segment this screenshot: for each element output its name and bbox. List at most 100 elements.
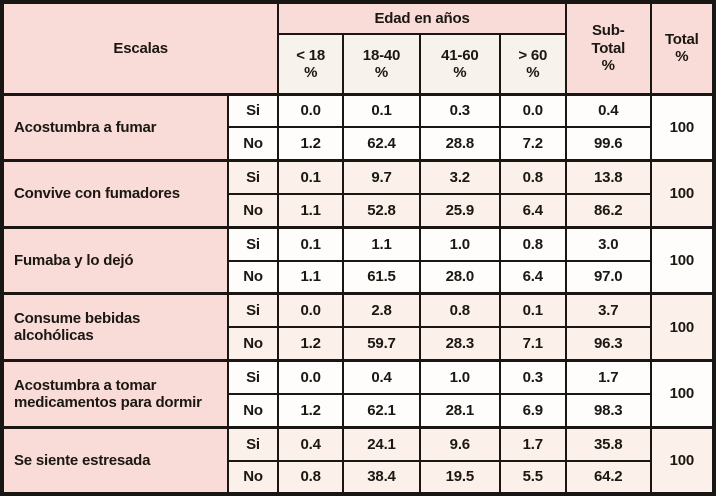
subtotal-cell: 1.7 xyxy=(564,359,652,395)
total-cell: 100 xyxy=(649,292,716,362)
value-cell: 0.1 xyxy=(342,92,421,129)
value-cell: 25.9 xyxy=(418,192,501,229)
total-cell: 100 xyxy=(649,425,716,495)
subtotal-cell: 0.4 xyxy=(564,92,652,129)
scale-label: Consume bebidas alcohólicas xyxy=(1,292,229,362)
no-cell: No xyxy=(226,192,280,229)
subtotal-cell: 3.0 xyxy=(564,225,652,262)
total-cell: 100 xyxy=(649,225,716,295)
value-cell: 5.5 xyxy=(498,459,567,496)
value-cell: 0.1 xyxy=(277,225,345,262)
value-cell: 61.5 xyxy=(342,259,421,295)
header-age-18-40: 18-40 % xyxy=(342,33,421,95)
value-cell: 62.4 xyxy=(342,126,421,162)
value-cell: 28.3 xyxy=(418,326,501,362)
header-total: Total % xyxy=(649,1,716,95)
no-cell: No xyxy=(226,126,280,162)
value-cell: 3.2 xyxy=(418,159,501,195)
value-cell: 6.9 xyxy=(498,392,567,429)
table-row: Consume bebidas alcohólicas Si 0.0 2.8 0… xyxy=(1,292,716,362)
table-row: Acostumbra a tomar medicamentos para dor… xyxy=(1,359,716,429)
subtotal-cell: 35.8 xyxy=(564,425,652,462)
value-cell: 1.1 xyxy=(277,259,345,295)
header-age-under-18: < 18 % xyxy=(277,33,345,95)
scale-label: Acostumbra a tomar medicamentos para dor… xyxy=(1,359,229,429)
value-cell: 0.1 xyxy=(498,292,567,329)
value-cell: 6.4 xyxy=(498,259,567,295)
subtotal-cell: 96.3 xyxy=(564,326,652,362)
table-row: No 1.1 52.8 25.9 6.4 86.2 xyxy=(2,192,714,229)
table-row: No 0.8 38.4 19.5 5.5 64.2 xyxy=(2,459,714,496)
value-cell: 28.0 xyxy=(418,259,501,295)
value-cell: 0.3 xyxy=(498,359,567,395)
scale-label: Se siente estresada xyxy=(1,425,229,495)
value-cell: 1.0 xyxy=(418,359,501,395)
value-cell: 1.2 xyxy=(277,326,345,362)
table-row: No 1.2 62.1 28.1 6.9 98.3 xyxy=(2,392,714,429)
no-cell: No xyxy=(226,326,280,362)
value-cell: 59.7 xyxy=(342,326,421,362)
si-cell: Si xyxy=(226,425,280,462)
value-cell: 62.1 xyxy=(342,392,421,429)
subtotal-cell: 3.7 xyxy=(564,292,652,329)
value-cell: 0.4 xyxy=(342,359,421,395)
value-cell: 28.8 xyxy=(418,126,501,162)
total-cell: 100 xyxy=(649,92,716,162)
value-cell: 1.0 xyxy=(418,225,501,262)
header-age-41-60: 41-60 % xyxy=(418,33,501,95)
value-cell: 0.8 xyxy=(277,459,345,496)
value-cell: 0.4 xyxy=(277,425,345,462)
value-cell: 0.0 xyxy=(277,92,345,129)
value-cell: 0.8 xyxy=(498,159,567,195)
value-cell: 19.5 xyxy=(418,459,501,496)
value-cell: 1.1 xyxy=(277,192,345,229)
value-cell: 52.8 xyxy=(342,192,421,229)
si-cell: Si xyxy=(226,92,280,129)
value-cell: 9.6 xyxy=(418,425,501,462)
value-cell: 0.1 xyxy=(277,159,345,195)
table-row: No 1.1 61.5 28.0 6.4 97.0 xyxy=(2,259,714,295)
si-cell: Si xyxy=(226,225,280,262)
header-edad-en-anos: Edad en años xyxy=(277,1,567,35)
header-age-over-60: > 60 % xyxy=(498,33,567,95)
scale-label: Fumaba y lo dejó xyxy=(1,225,229,295)
subtotal-cell: 99.6 xyxy=(564,126,652,162)
no-cell: No xyxy=(226,259,280,295)
table-row: Se siente estresada Si 0.4 24.1 9.6 1.7 … xyxy=(1,425,716,495)
value-cell: 1.2 xyxy=(277,126,345,162)
value-cell: 0.0 xyxy=(498,92,567,129)
no-cell: No xyxy=(226,392,280,429)
value-cell: 7.2 xyxy=(498,126,567,162)
si-cell: Si xyxy=(226,359,280,395)
value-cell: 7.1 xyxy=(498,326,567,362)
value-cell: 9.7 xyxy=(342,159,421,195)
subtotal-cell: 86.2 xyxy=(564,192,652,229)
value-cell: 28.1 xyxy=(418,392,501,429)
value-cell: 1.1 xyxy=(342,225,421,262)
total-cell: 100 xyxy=(649,159,716,229)
value-cell: 0.8 xyxy=(418,292,501,329)
table-row: No 1.2 59.7 28.3 7.1 96.3 xyxy=(2,326,714,362)
table-row: No 1.2 62.4 28.8 7.2 99.6 xyxy=(2,126,714,162)
scale-label: Acostumbra a fumar xyxy=(1,92,229,162)
si-cell: Si xyxy=(226,292,280,329)
table-row: Convive con fumadores Si 0.1 9.7 3.2 0.8… xyxy=(1,159,716,229)
value-cell: 1.2 xyxy=(277,392,345,429)
value-cell: 0.8 xyxy=(498,225,567,262)
value-cell: 38.4 xyxy=(342,459,421,496)
table-row: Fumaba y lo dejó Si 0.1 1.1 1.0 0.8 3.0 … xyxy=(1,225,716,295)
subtotal-cell: 97.0 xyxy=(564,259,652,295)
header-escalas: Escalas xyxy=(0,1,280,95)
subtotal-cell: 98.3 xyxy=(564,392,652,429)
subtotal-cell: 13.8 xyxy=(564,159,652,195)
no-cell: No xyxy=(226,459,280,496)
value-cell: 6.4 xyxy=(498,192,567,229)
value-cell: 24.1 xyxy=(342,425,421,462)
value-cell: 0.0 xyxy=(277,359,345,395)
table-row: Acostumbra a fumar Si 0.0 0.1 0.3 0.0 0.… xyxy=(1,92,716,162)
value-cell: 0.0 xyxy=(277,292,345,329)
header-row-ages: < 18 % 18-40 % 41-60 % > 60 % xyxy=(2,33,714,95)
header-sub-total: Sub- Total % xyxy=(564,1,652,95)
